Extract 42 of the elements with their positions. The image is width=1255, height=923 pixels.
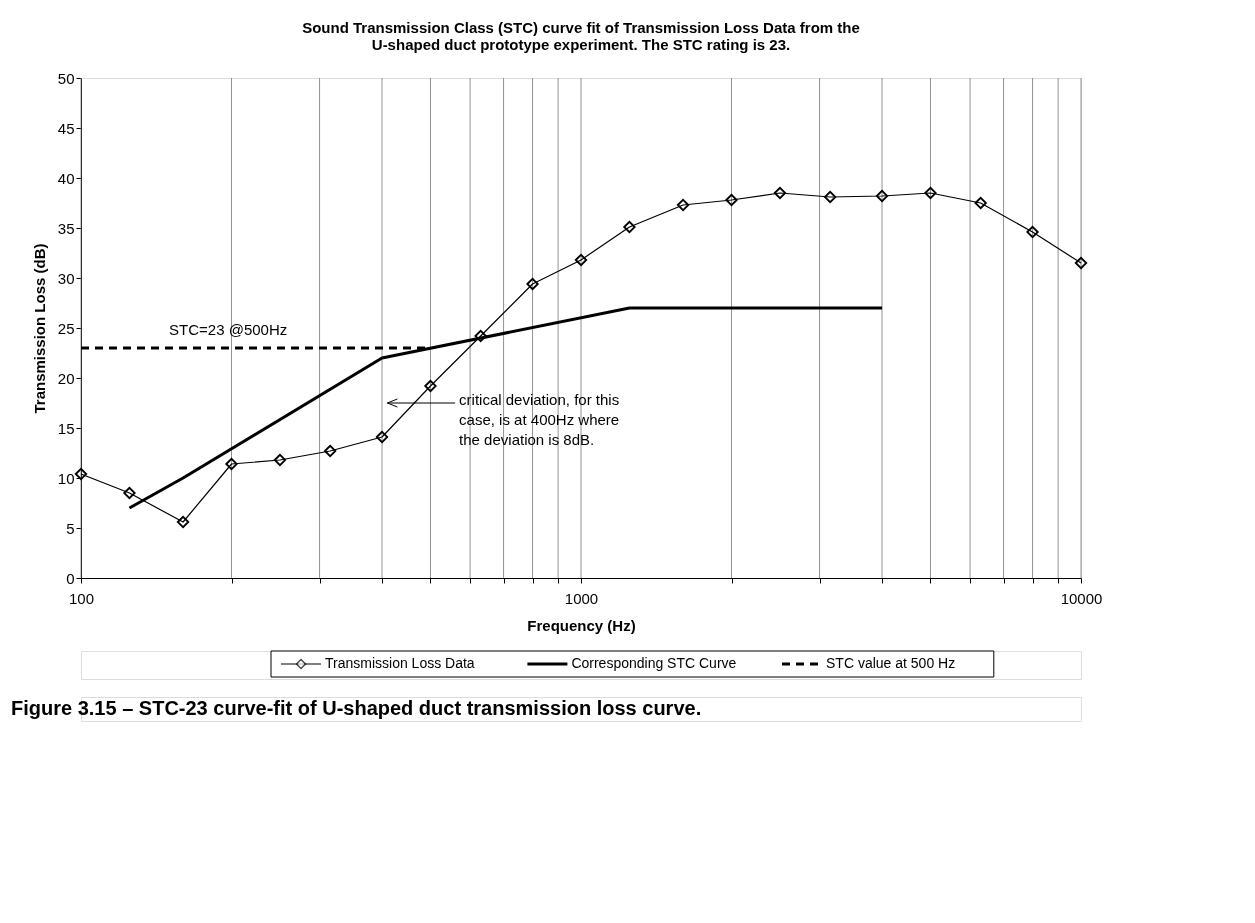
x-tick-label: 1000 <box>564 589 599 607</box>
point <box>725 193 738 207</box>
y-tick-label: 30 <box>57 269 75 287</box>
legend-label: STC value at 500 Hz <box>826 655 956 671</box>
point <box>225 457 238 471</box>
point <box>123 486 136 500</box>
y-axis-title: Transmission Loss (dB) <box>30 243 48 414</box>
y-tick-label: 0 <box>66 569 75 587</box>
chart-title: Sound Transmission Class (STC) curve fit of Transmission Loss Data from the U-shaped duct prototype experiment. The STC rating is 23. <box>302 19 860 53</box>
point <box>324 444 337 458</box>
annotation: STC=23 @500Hz <box>169 321 288 338</box>
point <box>474 329 487 343</box>
point <box>526 277 539 291</box>
point <box>1026 225 1039 239</box>
x-tick-label: 10000 <box>1060 589 1103 607</box>
y-tick-label: 50 <box>57 69 75 87</box>
point <box>875 189 889 203</box>
x-axis-title: Frequency (Hz) <box>527 616 636 634</box>
point <box>773 186 787 200</box>
point <box>375 430 389 444</box>
y-tick-label: 5 <box>66 519 75 537</box>
legend-label: Corresponding STC Curve <box>571 655 737 671</box>
point <box>974 196 987 210</box>
point <box>424 379 437 393</box>
y-tick-label: 20 <box>57 369 75 387</box>
legend-label: Transmission Loss Data <box>325 655 475 671</box>
point <box>924 186 937 200</box>
point <box>273 453 287 467</box>
annotation: critical deviation, for this case, is at 400Hz where the deviation is 8dB. <box>459 391 620 448</box>
y-tick-label: 25 <box>57 319 75 337</box>
y-tick-label: 15 <box>57 419 75 437</box>
y-tick-label: 10 <box>57 469 75 487</box>
point <box>74 467 88 481</box>
point <box>1074 256 1088 270</box>
point <box>824 190 837 204</box>
y-tick-label: 45 <box>57 119 75 137</box>
point <box>623 220 636 234</box>
point <box>574 253 588 267</box>
x-tick-label: 100 <box>68 589 95 607</box>
y-tick-label: 35 <box>57 219 75 237</box>
y-tick-label: 40 <box>57 169 75 187</box>
caption: Figure 3.15 – STC-23 curve-fit of U-shaped duct transmission loss curve. <box>11 697 702 719</box>
